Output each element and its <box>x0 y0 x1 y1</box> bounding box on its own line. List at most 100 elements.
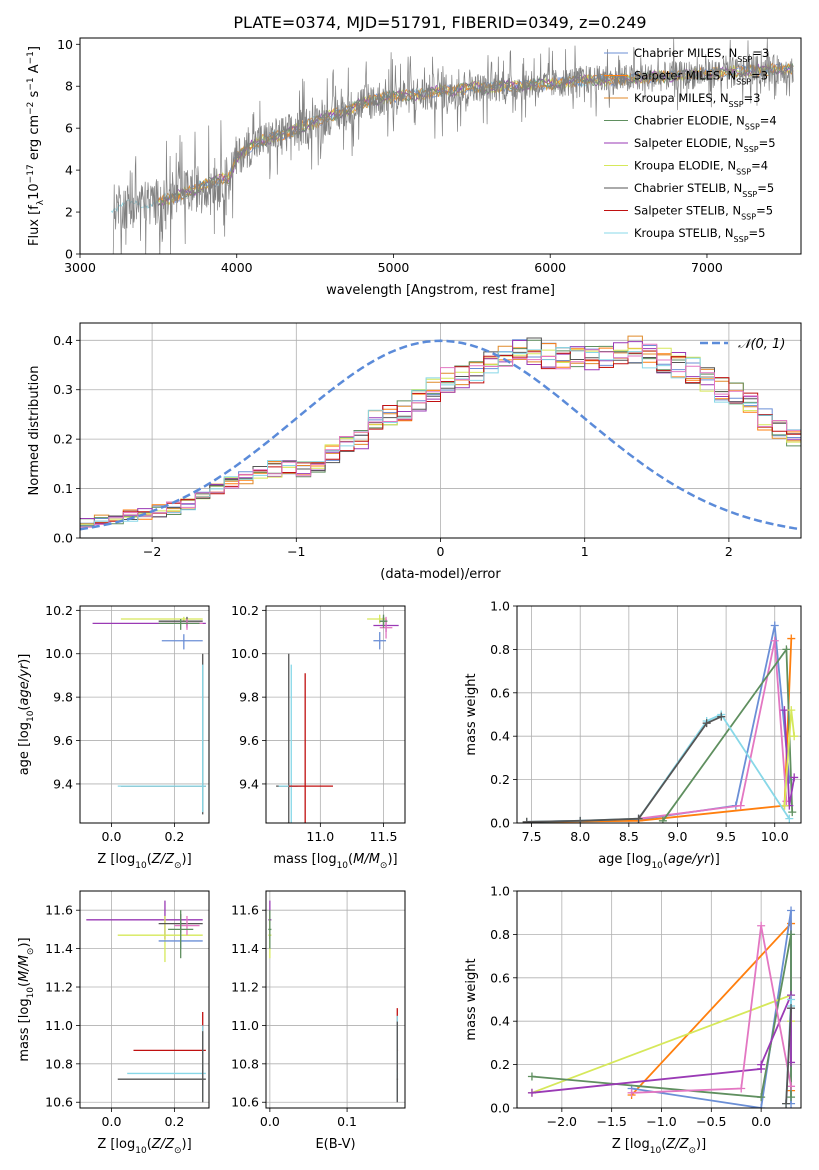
legend-entry: Kroupa STELIB, NSSP=5 <box>634 226 765 244</box>
tick-label-x: 11.0 <box>306 829 334 844</box>
observed-spectrum <box>111 38 794 254</box>
tick-label-x: 8.5 <box>619 829 639 844</box>
tick-label-y: 6 <box>65 121 73 136</box>
tick-label-y: 10.0 <box>45 646 73 661</box>
x-axis-label: (data-model)/error <box>380 567 501 582</box>
x-axis-label: Z [log10(Z/Z⊙)] <box>612 1137 706 1156</box>
label-part: 10 <box>651 861 663 871</box>
y-axis-label: age [log10(age/yr)] <box>17 654 36 776</box>
axes-frame <box>79 890 210 1109</box>
tick-label-y: 11.4 <box>45 941 73 956</box>
label-part: ( <box>17 982 32 987</box>
tick-label-y: 4 <box>65 163 73 178</box>
weight-marker <box>634 814 643 823</box>
x-axis-label: age [log10(age/yr)] <box>598 852 720 871</box>
tick-label-x: 10.0 <box>761 829 789 844</box>
tick-label-y: 10.8 <box>45 1056 73 1071</box>
legend-entry: Chabrier MILES, NSSP=3 <box>634 46 769 64</box>
weight-marker <box>757 1093 766 1102</box>
tick-label-y: 0.1 <box>53 481 73 496</box>
axes-frame <box>516 605 802 824</box>
tick-label-y: 9.4 <box>239 776 259 791</box>
label-part: ⊙ <box>174 1146 182 1156</box>
label-part: ⊙ <box>174 861 182 871</box>
label-part: 10 <box>337 861 349 871</box>
legend-sub: SSP <box>745 122 760 131</box>
panel-weight_vs_age: 7.5 8.0 8.5 9.0 9.5 10.0 0.0 0.2 0.4 0.6 0.8 1.0 age… <box>464 599 802 871</box>
weight-marker <box>576 816 585 823</box>
legend-entry: Kroupa ELODIE, NSSP=4 <box>634 159 768 177</box>
y-axis-label: mass weight <box>464 958 479 1040</box>
legend-eq: =3 <box>751 69 768 83</box>
weight-marker <box>770 636 779 645</box>
legend-sub: SSP <box>737 55 752 64</box>
legend-sub: SSP <box>736 77 751 86</box>
weight-marker <box>782 645 791 654</box>
y-axis-label: mass weight <box>464 673 479 755</box>
tick-label-y: 10.6 <box>231 1095 259 1110</box>
label-part: mass [log <box>273 852 336 867</box>
tick-label-x: 0.1 <box>337 1114 357 1129</box>
figure-title: PLATE=0374, MJD=51791, FIBERID=0349, z=0… <box>233 13 646 32</box>
legend-text: Chabrier STELIB, N <box>634 181 742 195</box>
tick-label-y: 1.0 <box>490 599 510 614</box>
x-axis-label: mass [log10(M/M⊙)] <box>273 852 397 871</box>
tick-label-y: 0.0 <box>53 531 73 546</box>
weight-marker <box>770 621 779 630</box>
tick-label-x: 0.2 <box>164 829 184 844</box>
tick-label-y: 0.6 <box>490 685 510 700</box>
panel-residuals: −2 −1 0 1 2 0.0 0.1 0.2 0.3 0.4 𝒩(0, 1) (data-model… <box>27 322 802 582</box>
legend-entry: Salpeter ELODIE, NSSP=5 <box>634 136 776 154</box>
axes-frame <box>265 890 406 1109</box>
tick-label-y: 0.4 <box>490 729 510 744</box>
tick-label-y: 0.0 <box>490 1101 510 1116</box>
label-part: λ <box>36 199 46 205</box>
panel-mass_vs_Z: 0.0 0.210.610.811.011.211.411.6Z [log10(Z… <box>17 890 210 1156</box>
label-part: )] <box>182 1137 192 1152</box>
histogram-kroupa_stelib <box>80 347 801 538</box>
weight-marker <box>757 1060 766 1069</box>
legend-sub: SSP <box>736 167 751 176</box>
label-part: age/yr <box>17 662 32 705</box>
label-part: 10 <box>26 710 36 722</box>
panel-mass_vs_ebv: 0.0 0.1 10.6 10.8 11.0 11.2 11.4 11.6 E(B-V) <box>231 890 406 1152</box>
weight-marker <box>522 817 531 823</box>
tick-label-x: 0.2 <box>164 1114 184 1129</box>
label-part: ( <box>348 852 353 867</box>
label-part: ( <box>663 852 668 867</box>
legend-eq: =5 <box>756 204 773 218</box>
label-part: ( <box>661 1137 666 1152</box>
legend-eq: =3 <box>744 91 761 105</box>
label-part: ( <box>17 706 32 711</box>
y-axis-label: Flux [fλ10−17 erg cm−2 s−1 A−1] <box>26 46 46 246</box>
label-part: 10 <box>26 987 36 999</box>
x-axis-label: Z [log10(Z/Z⊙)] <box>97 1137 191 1156</box>
weight-marker <box>790 773 799 782</box>
label-part: erg cm <box>27 115 42 164</box>
tick-label-y: 2 <box>65 205 73 220</box>
label-part: )] <box>387 852 397 867</box>
legend-sub: SSP <box>741 212 756 221</box>
legend-entry: Kroupa MILES, NSSP=3 <box>634 91 760 109</box>
label-part: )] <box>696 1137 706 1152</box>
tick-label-y: 0.2 <box>53 432 73 447</box>
panel-spectrum: 3000 4000 5000 6000 7000 0 2 4 6 8 10 Chabrier MILE… <box>26 37 802 298</box>
weight-marker <box>785 814 794 823</box>
tick-label-y: 11.0 <box>45 1018 73 1033</box>
panel-weight_vs_Z: −2.0 −1.5 −1.0 −0.5 0.0 0.0 0.2 0.4 0.6 0.8 1.0 Z [… <box>464 884 802 1156</box>
tick-label-y: 11.2 <box>45 980 73 995</box>
weight-marker <box>787 930 796 939</box>
weight-line-pink <box>631 925 792 1094</box>
weight-marker <box>787 1004 796 1013</box>
label-part: −17 <box>26 164 36 183</box>
label-part: Z/Z <box>151 852 175 867</box>
label-part: ] <box>27 46 42 51</box>
label-part: ( <box>147 1137 152 1152</box>
tick-label-y: 0 <box>65 247 73 262</box>
label-part: ⊙ <box>380 861 388 871</box>
tick-label-y: 8 <box>65 79 73 94</box>
label-part: −2 <box>26 102 36 115</box>
tick-label-x: 9.0 <box>668 829 688 844</box>
legend-eq: =5 <box>757 181 774 195</box>
